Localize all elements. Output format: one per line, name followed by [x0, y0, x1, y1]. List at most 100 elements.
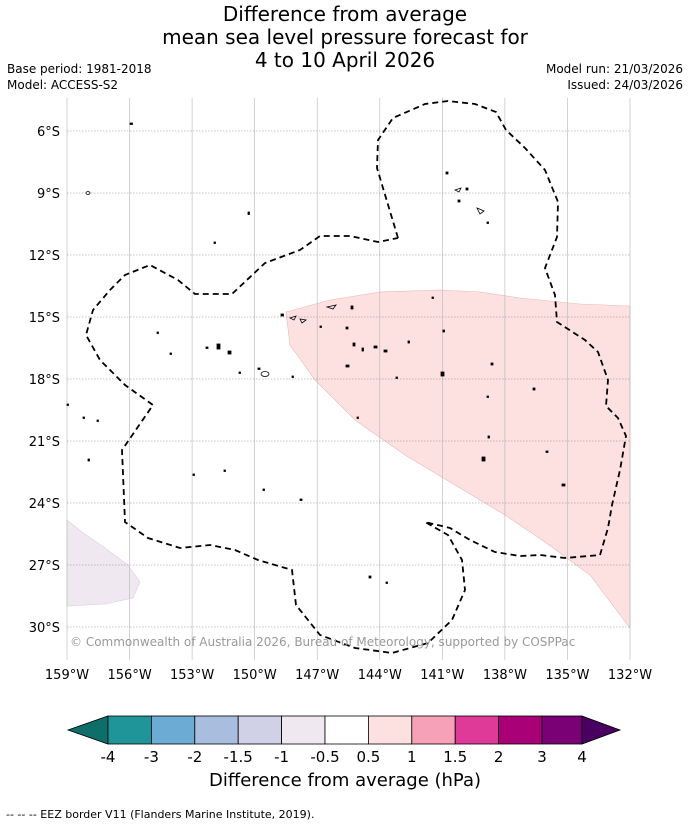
colorbar-tick: 2: [494, 748, 504, 766]
island-marker: [223, 469, 226, 472]
island-marker: [476, 207, 485, 215]
island-marker: [96, 419, 99, 422]
island-marker: [319, 325, 322, 328]
colorbar-swatch: [194, 715, 239, 745]
lon-label: 144°W: [358, 668, 402, 683]
eez-footnote: -- -- -- EEZ border V11 (Flanders Marine…: [6, 808, 315, 821]
lon-label: 138°W: [483, 668, 527, 683]
island-marker: [350, 305, 354, 310]
island-marker: [262, 488, 265, 491]
island-marker: [247, 211, 250, 215]
lat-label: 15°S: [29, 311, 60, 326]
colorbar-tick: -1: [274, 748, 289, 766]
title-line-2: mean sea level pressure forecast for: [162, 25, 528, 49]
lat-label: 21°S: [29, 435, 60, 450]
colorbar-swatch: [367, 715, 413, 745]
island-marker: [156, 331, 159, 334]
issue-date: Issued: 24/03/2026: [567, 78, 683, 92]
island-marker: [129, 122, 133, 125]
island-marker: [373, 345, 378, 349]
copyright-notice: © Commonwealth of Australia 2026, Bureau…: [70, 635, 575, 649]
lat-label: 18°S: [29, 373, 60, 388]
colorbar-tick: -2: [187, 748, 202, 766]
island-marker: [431, 296, 434, 299]
colorbar-tick: 1.5: [443, 748, 467, 766]
island-marker: [66, 403, 69, 406]
island-marker: [352, 342, 356, 347]
model-run: Model run: 21/03/2026: [545, 62, 683, 76]
island-marker: [453, 187, 462, 193]
title-line-3: 4 to 10 April 2026: [254, 48, 436, 72]
lat-label: 9°S: [37, 187, 60, 202]
island-marker: [361, 347, 364, 352]
colorbar-tick: -0.5: [310, 748, 339, 766]
lon-label: 141°W: [420, 668, 464, 683]
island-marker: [280, 313, 284, 317]
island-marker: [85, 191, 91, 195]
island-marker: [561, 483, 566, 487]
title-line-1: Difference from average: [222, 2, 468, 26]
parallels: [67, 130, 630, 628]
positive-anomaly-region: [285, 289, 631, 629]
colorbar-swatch: [411, 715, 456, 745]
colorbar-tick: 4: [577, 748, 587, 766]
island-marker: [407, 340, 410, 344]
island-marker: [288, 315, 297, 321]
colorbar-swatch: [324, 715, 369, 745]
island-marker: [532, 387, 536, 391]
island-marker: [345, 326, 349, 330]
island-marker: [445, 171, 449, 175]
lat-label: 12°S: [29, 249, 60, 264]
island-marker: [383, 349, 388, 353]
lon-label: 153°W: [170, 668, 214, 683]
island-marker: [238, 371, 241, 374]
lat-label: 24°S: [29, 497, 60, 512]
island-marker: [368, 575, 372, 579]
colorbar-swatch: [281, 715, 326, 745]
lon-label: 147°W: [295, 668, 339, 683]
colorbar-tick: 0.5: [356, 748, 380, 766]
island-marker: [325, 304, 337, 310]
lon-label: 159°W: [45, 668, 89, 683]
colorbar-tick: -3: [144, 748, 159, 766]
island-marker: [82, 416, 85, 419]
island-marker: [213, 241, 216, 244]
colorbar-swatch: [541, 715, 583, 745]
colorbar-tick: 3: [537, 748, 547, 766]
island-marker: [486, 221, 489, 224]
island-marker: [457, 199, 461, 203]
model-name: Model: ACCESS-S2: [7, 78, 119, 92]
island-marker: [216, 343, 221, 350]
base-period: Base period: 1981-2018: [7, 62, 152, 76]
lon-label: 150°W: [233, 668, 277, 683]
islands: [66, 122, 566, 584]
colorbar-extend-low: [66, 715, 109, 745]
colorbar-tick: -1.5: [224, 748, 253, 766]
island-marker: [205, 346, 209, 349]
lon-label: 135°W: [545, 668, 589, 683]
island-marker: [356, 416, 359, 419]
island-marker: [487, 435, 490, 439]
island-marker: [291, 375, 294, 378]
lon-label: 156°W: [108, 668, 152, 683]
colorbar: [66, 715, 622, 745]
negative-anomaly-region: [66, 519, 141, 607]
colorbar-ticks: -4 -3 -2 -1.5 -1 -0.5 0.5 1 1.5 2 3 4: [101, 748, 587, 766]
lat-label: 6°S: [37, 125, 60, 140]
island-marker: [260, 371, 270, 377]
lat-label: 27°S: [29, 559, 60, 574]
colorbar-label: Difference from average (hPa): [208, 770, 482, 791]
island-marker: [257, 367, 261, 370]
colorbar-swatch: [454, 715, 500, 745]
island-marker: [299, 498, 303, 501]
colorbar-swatch: [237, 715, 282, 745]
island-marker: [227, 350, 232, 355]
lon-label: 132°W: [608, 668, 652, 683]
forecast-map: 6°S 9°S 12°S 15°S 18°S 21°S 24°S 27°S 3 0…: [29, 98, 652, 766]
colorbar-extend-high: [581, 715, 622, 745]
colorbar-swatch: [107, 715, 152, 745]
island-marker: [481, 456, 486, 462]
island-marker: [169, 352, 172, 355]
longitude-labels: 159°W 156°W 153°W 150°W 147°W 144°W 141°…: [45, 668, 652, 683]
latitude-labels: 6°S 9°S 12°S 15°S 18°S 21°S 24°S 27°S 30…: [29, 125, 60, 636]
